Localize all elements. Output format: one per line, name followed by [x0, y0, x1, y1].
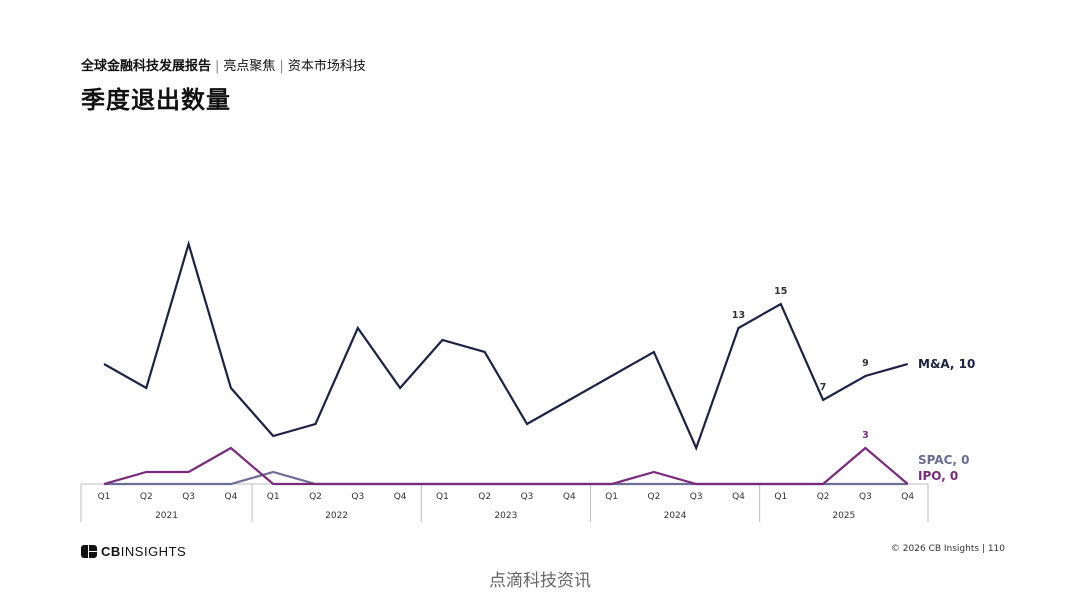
series-lines: [103, 240, 909, 486]
topic-name: 资本市场科技: [287, 59, 366, 74]
watermark-text: 点滴科技资讯: [489, 571, 591, 591]
point-label: 9: [862, 358, 869, 369]
x-tick-label: Q3: [351, 492, 364, 502]
series-line-ipo: [103, 446, 909, 486]
section-name: 亮点聚焦: [223, 59, 276, 74]
year-label: 2022: [325, 511, 348, 521]
x-tick-label: Q1: [605, 492, 618, 502]
x-tick-label: Q1: [774, 492, 787, 502]
report-name: 全球金融科技发展报告: [81, 59, 212, 74]
cb-insights-logo: CBINSIGHTS: [81, 544, 186, 559]
x-tick-label: Q2: [647, 492, 660, 502]
x-tick-label: Q1: [267, 492, 280, 502]
page-number: 110: [987, 544, 1005, 554]
point-label: 13: [732, 310, 745, 321]
x-tick-label: Q3: [690, 492, 703, 502]
chart-title: 季度退出数量: [81, 86, 231, 114]
year-label: 2024: [664, 511, 687, 521]
year-label: 2021: [155, 511, 178, 521]
x-tick-label: Q1: [98, 492, 111, 502]
x-tick-label: Q2: [478, 492, 491, 502]
series-end-label: IPO, 0: [918, 469, 958, 483]
x-tick-label: Q2: [309, 492, 322, 502]
footer-copyright: © 2026 CB Insights | 110: [890, 544, 1005, 554]
x-tick-label: Q2: [140, 492, 153, 502]
point-label: 3: [862, 430, 869, 441]
header-separator: |: [215, 59, 220, 74]
header-separator: |: [279, 59, 284, 74]
report-header: 全球金融科技发展报告 | 亮点聚焦 | 资本市场科技: [81, 55, 366, 74]
point-label: 7: [820, 382, 827, 393]
cb-logo-icon: [81, 545, 97, 558]
series-end-label: M&A, 10: [918, 357, 975, 371]
x-tick-label: Q4: [732, 492, 745, 502]
year-label: 2023: [494, 511, 517, 521]
series-end-label: SPAC, 0: [918, 453, 970, 467]
series-line-spac: [104, 470, 908, 486]
x-tick-label: Q4: [563, 492, 576, 502]
point-label: 15: [774, 286, 787, 297]
x-tick-label: Q2: [817, 492, 830, 502]
x-tick-label: Q3: [859, 492, 872, 502]
copyright-text: © 2026 CB Insights: [890, 544, 980, 554]
x-tick-label: Q4: [901, 492, 914, 502]
x-tick-label: Q1: [436, 492, 449, 502]
x-tick-label: Q3: [521, 492, 534, 502]
data-labels: SPAC, 0 3 IPO, 0 13 15 7 9 M&A, 10: [732, 286, 975, 483]
year-label: 2025: [832, 511, 855, 521]
x-axis: Q1 Q2 Q3 Q4 Q1 Q2 Q3 Q4 Q1 Q2 Q3 Q4 Q1 Q2 Q3 Q4 Q1 Q2 Q3 Q4…: [80, 483, 929, 522]
x-tick-label: Q4: [394, 492, 407, 502]
x-tick-label: Q4: [224, 492, 237, 502]
series-line-ma: [103, 240, 909, 451]
x-tick-label: Q3: [182, 492, 195, 502]
logo-wordmark: CBINSIGHTS: [101, 544, 187, 559]
